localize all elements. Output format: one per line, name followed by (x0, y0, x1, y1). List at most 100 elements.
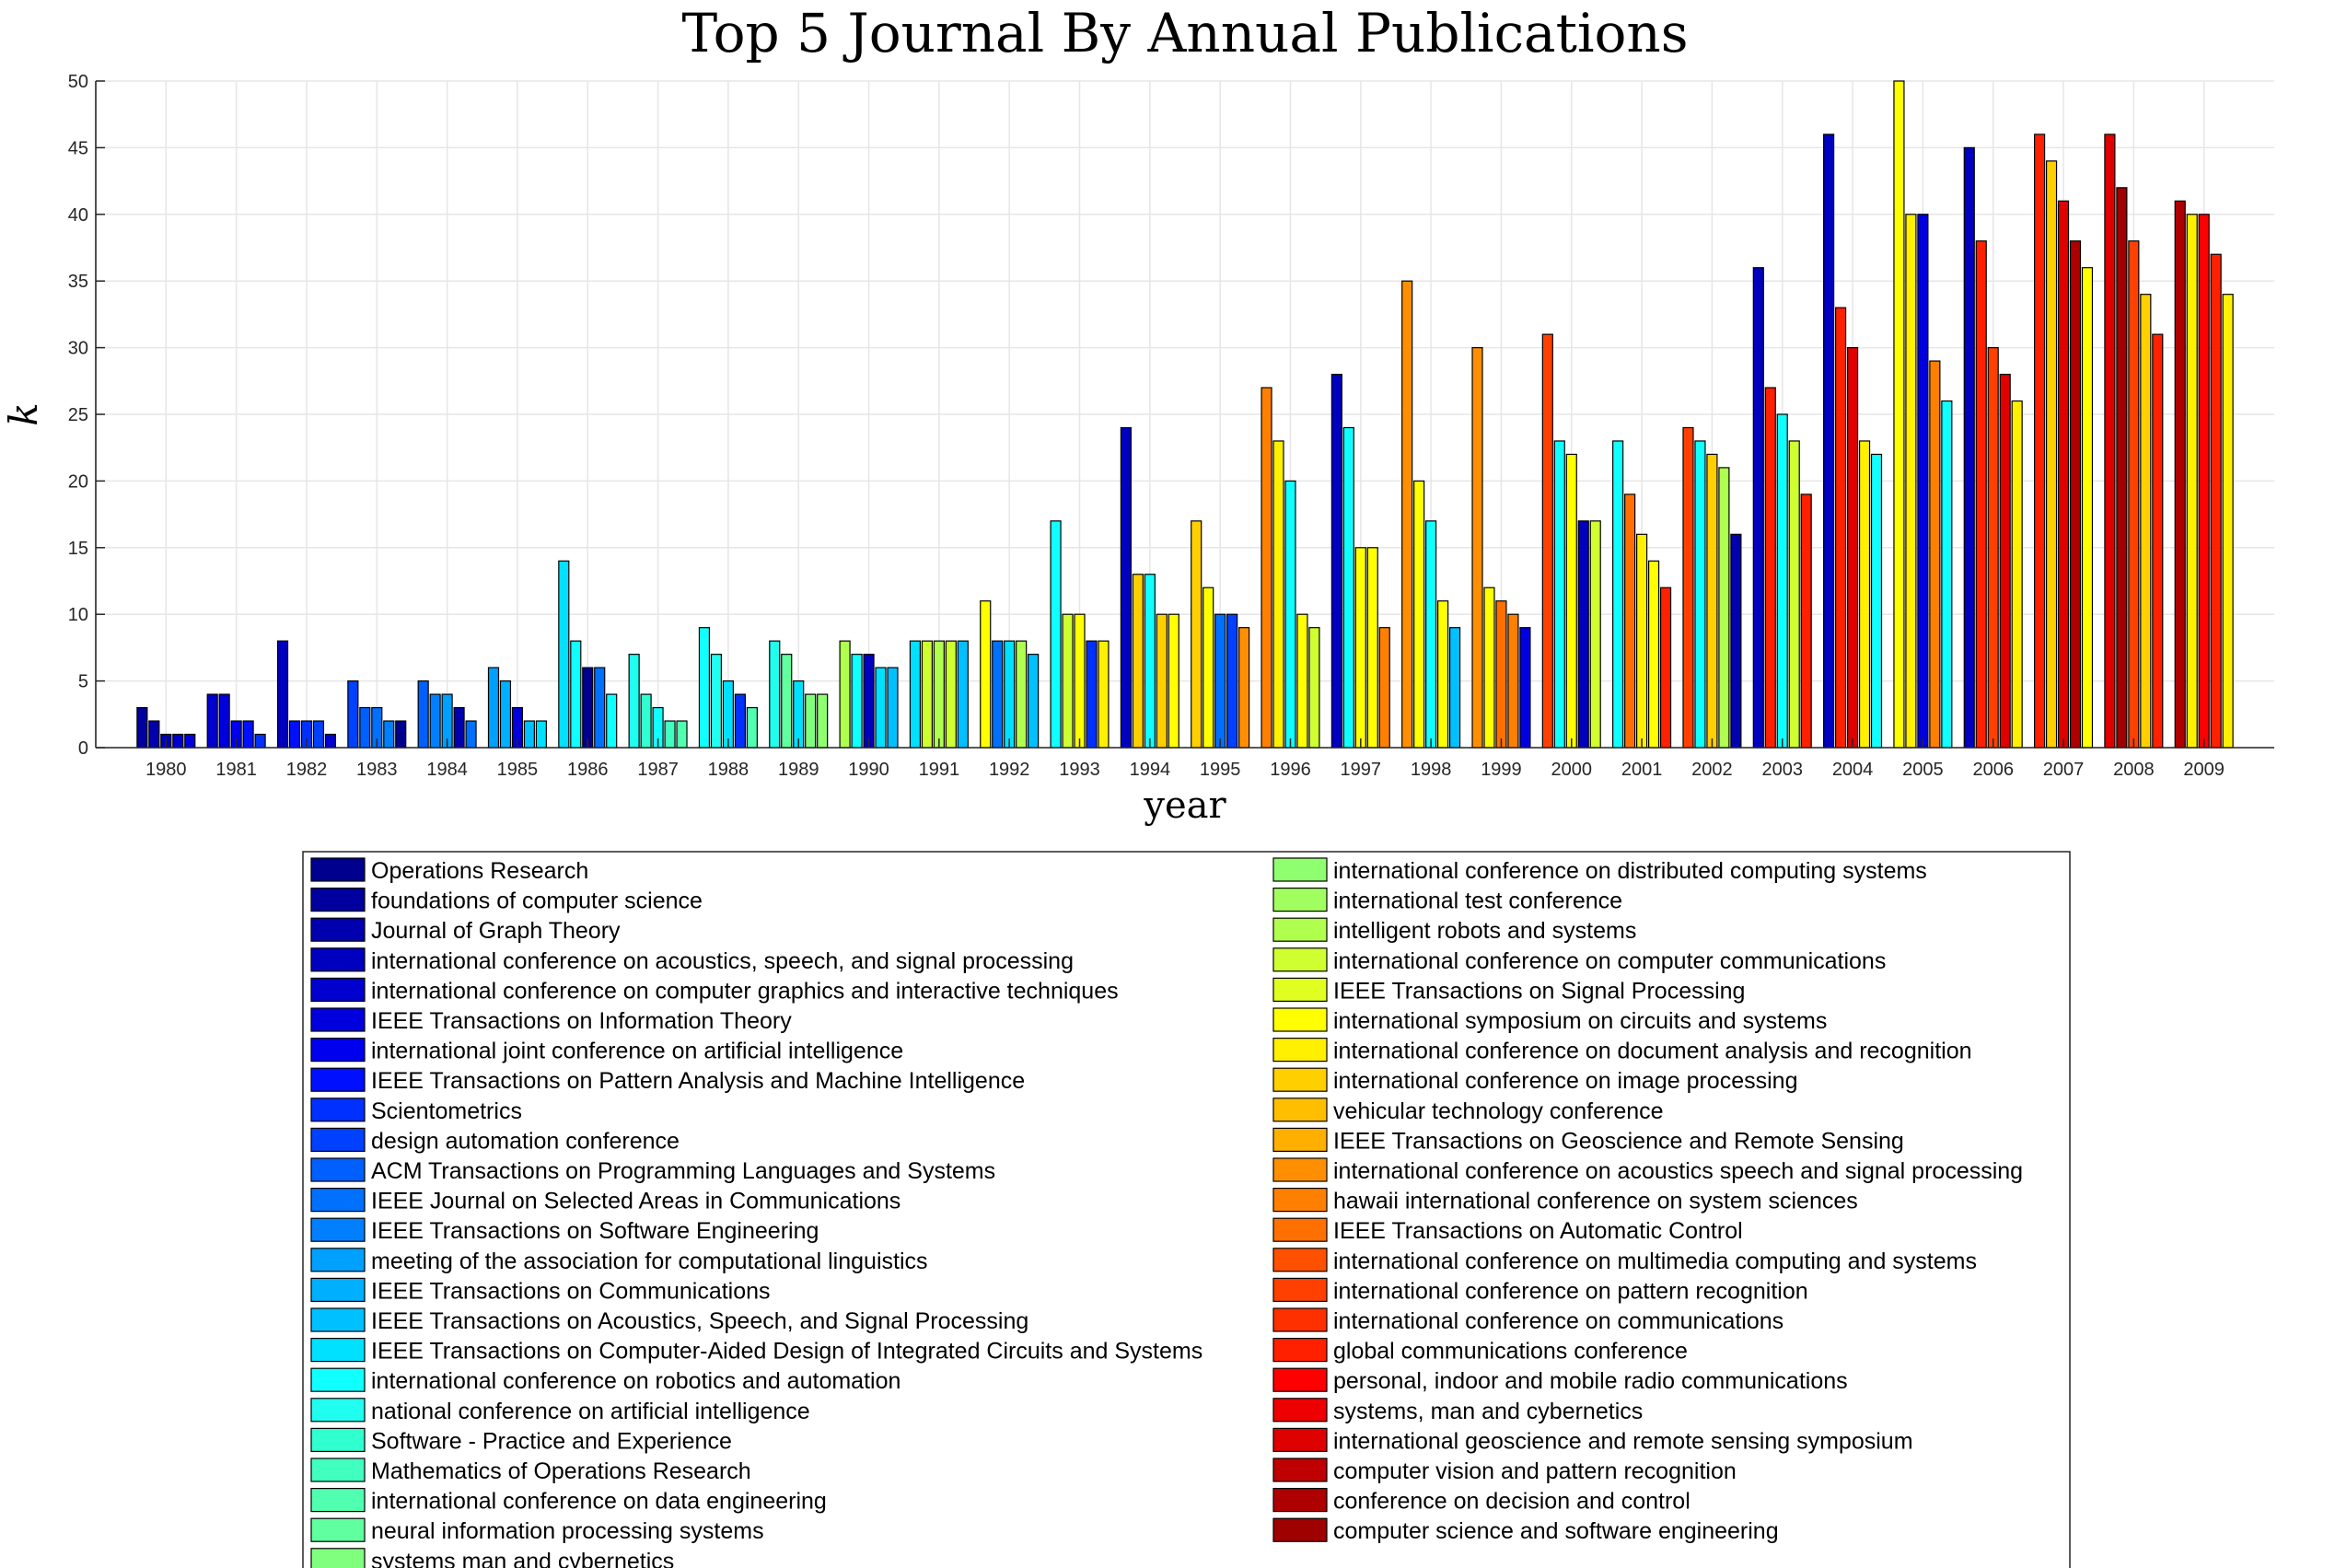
bar (805, 693, 817, 749)
legend-swatch (1272, 1098, 1328, 1122)
bar (793, 679, 805, 749)
legend-entry: international conference on robotics and… (371, 1368, 900, 1394)
x-tick-label: 1989 (778, 760, 819, 780)
bars (136, 80, 2234, 749)
bar (851, 654, 863, 749)
y-tick-label: 20 (68, 471, 88, 492)
bar (465, 720, 477, 749)
bar (1144, 574, 1156, 749)
legend-box (302, 851, 2071, 1568)
bar (1425, 520, 1437, 749)
legend-entry: foundations of computer science (371, 889, 703, 914)
legend-swatch (1272, 1037, 1328, 1063)
x-tick-label: 2007 (2043, 760, 2085, 780)
bar (1413, 480, 1425, 749)
bar (1016, 640, 1028, 749)
legend-entry: IEEE Transactions on Pattern Analysis an… (371, 1068, 1025, 1094)
bar (2057, 200, 2070, 749)
bar (1483, 587, 1495, 749)
x-tick-label: 1985 (497, 760, 539, 780)
bar (863, 654, 875, 749)
legend-entry: hawaii international conference on syste… (1333, 1189, 1858, 1214)
bar (1203, 587, 1214, 749)
y-axis-label: k (1, 402, 46, 425)
legend-entry: international conference on data enginee… (371, 1489, 827, 1515)
legend-swatch (310, 887, 366, 912)
legend-entry: international conference on acoustics, s… (371, 948, 1074, 974)
legend-swatch (1272, 1127, 1328, 1153)
bar (2128, 240, 2140, 749)
legend-swatch (310, 1337, 366, 1363)
bar (2140, 294, 2152, 749)
bar (1028, 654, 1040, 749)
bar (582, 667, 594, 749)
x-tick-label: 1993 (1059, 760, 1100, 780)
bar (1378, 627, 1390, 749)
legend-swatch (1272, 857, 1328, 882)
bar (1788, 440, 1800, 749)
y-tick-label: 50 (68, 72, 88, 92)
bar (347, 679, 359, 749)
x-tick-label: 1983 (356, 760, 398, 780)
bar (2011, 400, 2023, 749)
bar (606, 693, 618, 749)
legend-entry: Scientometrics (371, 1098, 522, 1124)
legend-swatch (310, 1517, 366, 1542)
bar (1975, 240, 1987, 749)
x-tick-label: 1998 (1411, 760, 1452, 780)
legend-swatch (310, 1157, 366, 1182)
bar (453, 706, 465, 749)
legend-entry: IEEE Journal on Selected Areas in Commun… (371, 1189, 900, 1214)
bar (817, 693, 829, 749)
bar (980, 600, 992, 749)
bar (1636, 533, 1648, 749)
legend-entry: IEEE Transactions on Information Theory (371, 1008, 792, 1034)
bar (769, 640, 781, 749)
legend-entry: IEEE Transactions on Computer-Aided Desi… (371, 1339, 1203, 1365)
bar (1577, 520, 1589, 749)
legend-entry: conference on decision and control (1333, 1489, 1691, 1515)
bar (487, 667, 500, 749)
bar (1495, 600, 1507, 749)
legend-entry: systems, man and cybernetics (1333, 1399, 1643, 1424)
legend-swatch (310, 1458, 366, 1482)
bar (1659, 587, 1672, 749)
bar (839, 640, 851, 749)
legend-swatch (310, 1007, 366, 1032)
legend-entry: Mathematics of Operations Research (371, 1458, 751, 1484)
legend-swatch (1272, 1248, 1328, 1272)
legend-swatch (310, 1548, 366, 1568)
bar (383, 720, 395, 749)
bar (558, 560, 570, 749)
legend-entry: computer science and software engineerin… (1333, 1518, 1779, 1544)
bar (1870, 453, 1883, 749)
x-tick-label: 1995 (1200, 760, 1241, 780)
bar (2069, 240, 2082, 749)
x-tick-label: 1986 (567, 760, 609, 780)
bar (1987, 347, 1999, 749)
legend-entry: systems man and cybernetics (371, 1549, 674, 1568)
legend-entry: Software - Practice and Experience (371, 1428, 732, 1454)
legend-entry: intelligent robots and systems (1333, 918, 1636, 944)
bar (1191, 520, 1203, 749)
bar (1062, 613, 1074, 749)
bar (1800, 494, 1812, 749)
bar (2186, 214, 2198, 749)
y-tick-label: 5 (78, 672, 88, 692)
bar (2116, 187, 2128, 749)
bar (1261, 387, 1272, 749)
legend-swatch (310, 917, 366, 942)
x-axis-label: year (1143, 784, 1226, 827)
legend-swatch (310, 947, 366, 972)
x-tick-label: 1999 (1481, 760, 1522, 780)
bar (1647, 560, 1660, 749)
x-tick-label: 1987 (637, 760, 679, 780)
legend-swatch (1272, 1398, 1328, 1423)
bar (1308, 627, 1320, 749)
bar (2198, 214, 2210, 749)
legend-entry: international conference on document ana… (1333, 1039, 1972, 1064)
bar (1401, 280, 1413, 749)
legend-swatch (310, 1187, 366, 1213)
x-tick-label: 2002 (1691, 760, 1733, 780)
